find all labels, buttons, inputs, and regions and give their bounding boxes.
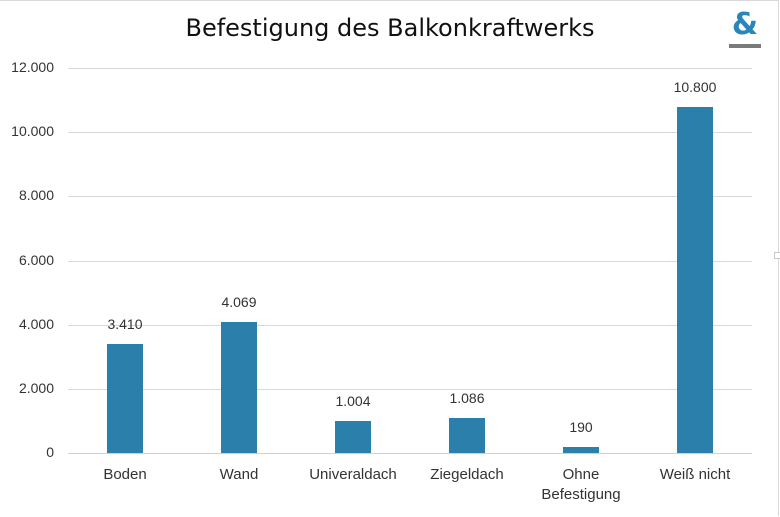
bar[interactable] [677, 106, 713, 453]
bar[interactable] [335, 420, 371, 453]
bar[interactable] [563, 446, 599, 453]
y-tick-label: 6.000 [18, 252, 54, 268]
y-tick-label: 12.000 [11, 59, 54, 75]
resize-handle[interactable] [774, 252, 780, 259]
data-label: 1.086 [449, 390, 485, 407]
x-category-label: Ohne Befestigung [541, 466, 621, 503]
y-tick-label: 8.000 [18, 187, 54, 203]
brand-logo: & [728, 8, 762, 48]
gridline [68, 68, 752, 69]
data-label: 4.069 [221, 294, 257, 311]
gridline [68, 196, 752, 197]
chart-title: Befestigung des Balkonkraftwerks [185, 14, 595, 42]
x-category-label: Univeraldach [309, 466, 397, 483]
y-tick-label: 2.000 [18, 380, 54, 396]
data-label: 10.800 [673, 78, 717, 95]
data-label: 1.004 [335, 392, 371, 409]
y-tick-label: 10.000 [11, 123, 54, 139]
logo-underline [729, 44, 761, 48]
bar[interactable] [221, 322, 257, 453]
gridline [68, 132, 752, 133]
gridline [68, 325, 752, 326]
x-category-label: Ziegeldach [430, 466, 504, 483]
data-label: 190 [569, 418, 593, 435]
x-category-label: Wand [219, 466, 259, 483]
gridline [68, 261, 752, 262]
x-category-label: Weiß nicht [659, 466, 731, 483]
y-tick-label: 4.000 [18, 316, 54, 332]
data-label: 3.410 [107, 315, 143, 332]
x-category-label: Boden [103, 466, 147, 483]
y-tick-label: 0 [46, 444, 54, 460]
bar[interactable] [449, 418, 485, 453]
gridline [68, 389, 752, 390]
gridline [68, 453, 752, 454]
ampersand-icon: & [731, 7, 759, 42]
bar[interactable] [107, 343, 143, 453]
